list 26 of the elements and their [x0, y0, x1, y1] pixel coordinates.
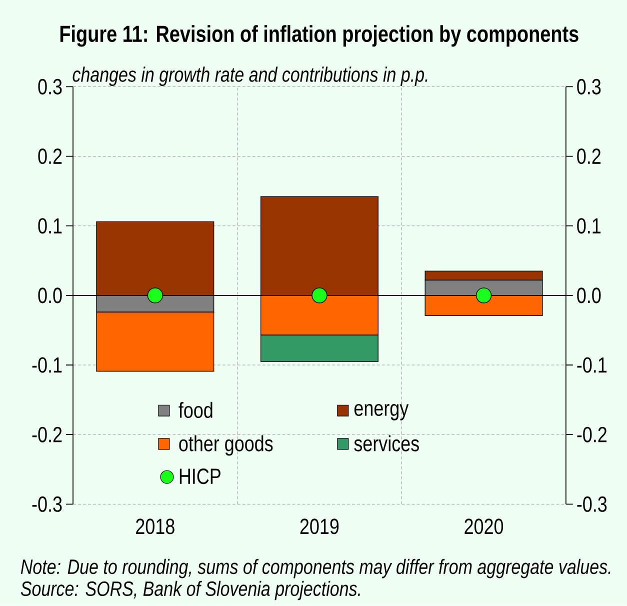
y2-tick-label: 0.0: [577, 288, 601, 304]
x-tick-label: 2019: [300, 518, 339, 534]
y2-tick-label: 0.1: [577, 218, 601, 234]
legend-label: services: [354, 435, 419, 452]
y-tick-label: -0.2: [32, 426, 62, 442]
y2-tick-label: 0.3: [577, 79, 601, 95]
y2-tick-label: -0.1: [577, 357, 607, 373]
y-tick-label: -0.1: [32, 357, 62, 373]
legend-label: energy: [354, 404, 409, 420]
y-tick-label: -0.3: [32, 496, 62, 512]
y-tick-label: 0.0: [38, 288, 62, 304]
chart-subtitle: changes in growth rate and contributions in p.p.: [72, 66, 428, 86]
x-tick-label: 2020: [464, 518, 504, 534]
legend-label: food: [178, 402, 212, 418]
y2-tick-label: -0.2: [577, 426, 606, 442]
source-note: Source: SORS, Bank of Slovenia projections.: [20, 580, 360, 600]
x-tick-label: 2018: [136, 518, 174, 534]
y-tick-label: 0.3: [38, 79, 62, 95]
text: Note: Due to rounding, sums of components may differ from aggregate values.: [20, 558, 610, 578]
y-tick-label: 0.2: [38, 148, 62, 164]
y-tick-label: 0.1: [38, 218, 62, 234]
y2-tick-label: 0.2: [577, 148, 601, 164]
legend-label: HICP: [180, 468, 220, 484]
legend-label: other goods: [179, 435, 273, 456]
chart-title: Figure 11: Revision of inflation projection by components: [60, 25, 578, 47]
y2-tick-label: -0.3: [577, 496, 607, 512]
